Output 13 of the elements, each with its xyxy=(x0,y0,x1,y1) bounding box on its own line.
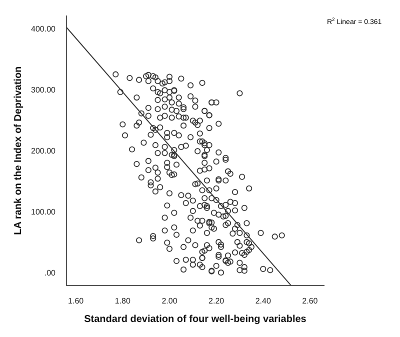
y-tick-label: 100.00 xyxy=(31,207,56,216)
x-tick-label: 2.40 xyxy=(255,296,272,306)
y-tick-label: 400.00 xyxy=(31,24,56,34)
x-tick-label: 1.60 xyxy=(68,296,84,306)
x-tick-label: 1.80 xyxy=(114,296,131,306)
x-axis-title: Standard deviation of four well-being variables xyxy=(84,314,307,325)
y-tick-label: 300.00 xyxy=(31,85,56,94)
y-tick-label: .00 xyxy=(44,268,56,278)
y-axis-title: LA rank on the Index of Deprivation xyxy=(12,66,24,235)
x-tick-label: 2.20 xyxy=(208,296,225,306)
x-tick-label: 2.00 xyxy=(162,296,178,306)
y-tick-label: 200.00 xyxy=(31,146,56,156)
x-tick-label: 2.60 xyxy=(302,296,318,306)
